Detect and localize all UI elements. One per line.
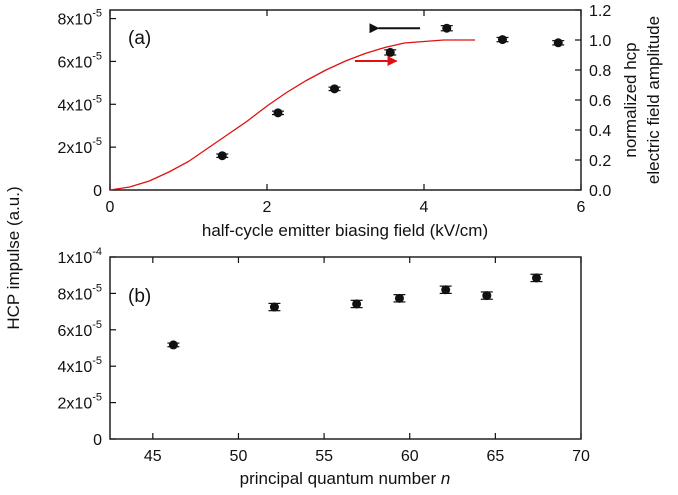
right-y-tick-label: 0.6: [589, 93, 611, 110]
x-tick-label: 60: [401, 448, 419, 465]
y-tick-label: 8x10-5: [58, 282, 102, 303]
y-tick-label: 2x10-5: [58, 136, 102, 157]
y-tick-label: 8x10-5: [58, 8, 102, 29]
panel-a-data-point: [440, 23, 453, 33]
panel-b: (b) 45 50 55 60 65 70 02x10-54x10-56x10-58x10…: [4, 186, 590, 488]
x-tick-label: 6: [577, 199, 586, 216]
y-axis-label: HCP impulse (a.u.): [4, 186, 23, 329]
y-tick-exponent: -5: [92, 355, 102, 367]
panel-b-y-ticks: 0 2x10-5 4x10-5 6x10-5 8x10-5 1x10-4: [58, 246, 116, 449]
y-tick-label: 4x10-5: [58, 93, 102, 114]
data-point-marker: [168, 340, 178, 350]
panel-b-data-point: [439, 285, 452, 295]
panel-a-data-point: [328, 84, 341, 94]
panel-a-right-y-axis-label: normalized hcp electric field amplitude: [621, 16, 663, 184]
y-tick-label: 2x10-5: [58, 392, 102, 413]
panel-b-data-point: [350, 299, 363, 309]
x-tick-label: 70: [572, 448, 590, 465]
panel-a-data-point: [384, 47, 397, 57]
data-point-marker: [217, 151, 227, 161]
data-point-marker: [482, 291, 492, 301]
panel-b-data-point: [393, 293, 406, 303]
panel-a-frame: [109, 9, 582, 191]
x-tick-label: 4: [420, 199, 429, 216]
y-tick-label: 0: [93, 432, 102, 449]
right-y-tick-label: 0.2: [589, 153, 611, 170]
data-point-marker: [269, 302, 279, 312]
panel-a-data-point: [271, 108, 284, 118]
right-y-label-line-1: normalized hcp: [621, 42, 640, 157]
data-point-marker: [352, 299, 362, 309]
y-tick-exponent: -5: [92, 136, 102, 148]
panel-b-x-axis-label-text: principal quantum number: [240, 469, 437, 488]
right-y-tick-label: 0.8: [589, 63, 611, 80]
y-tick-exponent: -5: [92, 282, 102, 294]
y-tick-label: 1x10-4: [58, 246, 102, 267]
y-tick-exponent: -5: [92, 319, 102, 331]
panel-a-label: (a): [128, 28, 151, 49]
x-tick-label: 50: [230, 448, 248, 465]
panel-a-data-point: [216, 151, 229, 161]
panel-a-data-points: [216, 23, 565, 161]
data-point-marker: [330, 84, 340, 94]
data-point-marker: [553, 38, 563, 48]
data-point-marker: [531, 273, 541, 283]
x-tick-label: 55: [315, 448, 333, 465]
panel-b-x-axis-label-variable: n: [441, 469, 450, 488]
normalized-field-curve: [109, 39, 475, 191]
panel-b-data-point: [480, 291, 493, 301]
x-tick-label: 45: [144, 448, 162, 465]
panel-a-data-point: [496, 35, 509, 45]
panel-b-x-axis-label: principal quantum number n: [240, 469, 451, 488]
x-tick-label: 2: [263, 199, 272, 216]
right-y-tick-label: 0.4: [589, 123, 611, 140]
panel-b-data-points: [167, 273, 543, 350]
x-tick-label: 0: [106, 199, 115, 216]
data-point-marker: [442, 23, 452, 33]
panel-b-data-point: [167, 340, 180, 350]
data-point-marker: [498, 35, 507, 45]
panel-b-data-point: [530, 273, 543, 283]
panel-b-x-ticks: 45 50 55 60 65 70: [144, 257, 590, 465]
y-tick-label: 6x10-5: [58, 319, 102, 340]
y-tick-label: 6x10-5: [58, 50, 102, 71]
data-point-marker: [385, 47, 395, 57]
y-tick-exponent: -4: [92, 246, 102, 258]
y-tick-exponent: -5: [92, 50, 102, 62]
y-tick-exponent: -5: [92, 392, 102, 404]
panel-b-label: (b): [128, 286, 151, 307]
y-tick-exponent: -5: [92, 8, 102, 20]
panel-a-x-ticks: 0 2 4 6: [106, 10, 586, 216]
data-point-marker: [441, 285, 451, 295]
y-tick-exponent: -5: [92, 93, 102, 105]
panel-b-frame: [109, 256, 582, 440]
right-y-tick-label: 1.0: [589, 33, 611, 50]
data-point-marker: [273, 108, 283, 118]
panel-a-data-point: [552, 38, 565, 48]
right-y-tick-label: 0.0: [589, 183, 611, 200]
y-tick-label: 4x10-5: [58, 355, 102, 376]
y-tick-label: 0: [93, 183, 102, 200]
right-y-label-line-2: electric field amplitude: [644, 16, 663, 184]
x-tick-label: 65: [486, 448, 504, 465]
panel-b-data-point: [268, 302, 281, 312]
panel-a-x-axis-label: half-cycle emitter biasing field (kV/cm): [202, 221, 488, 240]
right-y-tick-label: 1.2: [589, 3, 611, 20]
data-point-marker: [394, 293, 404, 303]
panel-a-right-y-ticks: 0.0 0.2 0.4 0.6 0.8 1.0 1.2: [575, 3, 611, 200]
panel-a-left-y-ticks: 0 2x10-5 4x10-5 6x10-5 8x10-5: [58, 8, 116, 200]
